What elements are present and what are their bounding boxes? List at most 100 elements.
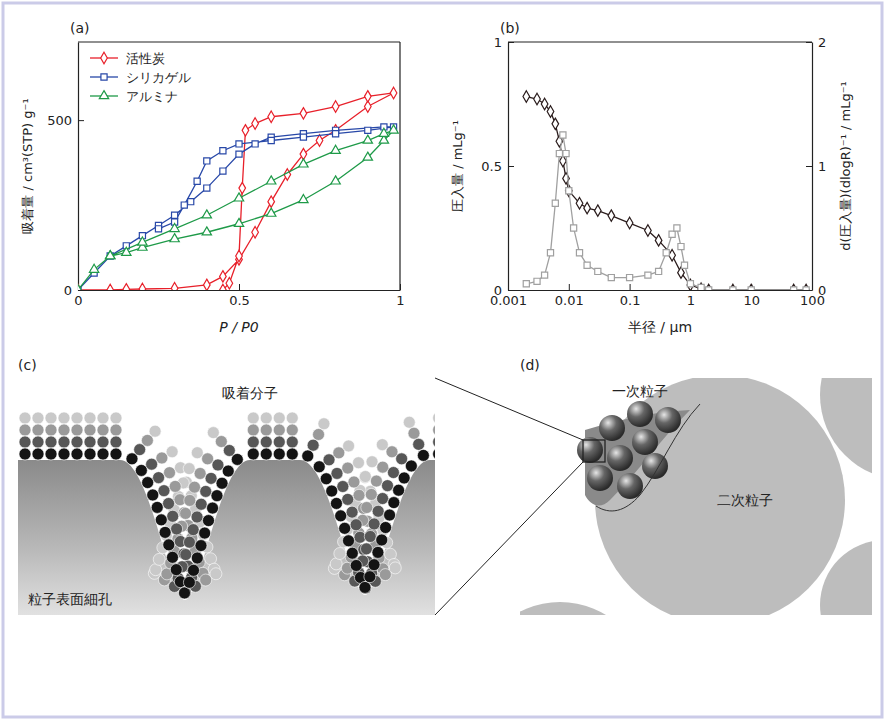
tick: 10 — [743, 284, 760, 308]
adsorbed-molecule — [71, 412, 83, 424]
adsorbed-molecule — [126, 453, 138, 465]
adsorbed-molecule — [195, 540, 207, 552]
adsorbed-molecule — [183, 463, 195, 475]
diagram-d-body — [520, 378, 872, 615]
adsorbed-molecule — [163, 539, 175, 551]
data-point — [706, 287, 712, 290]
adsorbed-molecule — [179, 587, 191, 599]
particle-boundary — [596, 404, 700, 511]
tick: 500 — [47, 113, 84, 128]
annotation: 吸着分子 — [222, 385, 278, 401]
chart-panel: 00.510500活性炭シリカゲルアルミナ(a)P / P0吸着量 / cm³(… — [20, 20, 405, 335]
data-point — [267, 176, 276, 184]
adsorbed-molecule — [377, 493, 389, 505]
axis: 00.51 — [74, 284, 404, 308]
data-point — [748, 284, 755, 290]
adsorbed-molecule — [372, 505, 384, 517]
adsorbed-molecule — [388, 497, 400, 509]
data-point — [547, 250, 553, 256]
adsorbed-molecule — [84, 436, 96, 448]
data-point — [608, 275, 614, 281]
adsorbed-molecule — [348, 476, 360, 488]
tick-mark — [806, 166, 812, 167]
tick: 0.5 — [481, 159, 514, 174]
data-point — [363, 135, 372, 143]
data-point — [106, 251, 115, 259]
data-point — [203, 279, 210, 290]
adsorbed-molecule — [286, 424, 298, 436]
adsorbed-molecule — [84, 448, 96, 460]
axis-line — [812, 43, 813, 291]
particle-substrate — [18, 460, 435, 615]
tick-label: 1 — [687, 293, 695, 308]
data-point — [563, 151, 569, 157]
adsorbed-molecule — [365, 488, 377, 500]
diagram-c: (c)吸着分子粒子表面細孔 — [6, 357, 445, 620]
adsorbed-molecule — [188, 564, 200, 576]
adsorbed-molecule — [200, 485, 212, 497]
data-point — [803, 287, 809, 290]
data-point — [608, 210, 615, 221]
y-axis-title: 圧入量 / mLg⁻¹ — [450, 120, 465, 212]
adsorbed-molecule — [45, 412, 57, 424]
data-point — [138, 237, 147, 245]
adsorbed-molecule — [32, 412, 44, 424]
adsorbed-molecule — [247, 448, 259, 460]
tick-label: 0.5 — [481, 159, 502, 174]
secondary-particle — [595, 378, 845, 615]
adsorbed-molecule — [413, 438, 425, 450]
adsorbed-molecule — [307, 439, 319, 451]
adsorbed-molecule — [273, 448, 285, 460]
adsorbed-molecule — [189, 481, 201, 493]
adsorbed-molecule — [97, 436, 109, 448]
adsorbed-molecule — [286, 436, 298, 448]
adsorbed-molecule — [403, 416, 415, 428]
figure-border — [3, 3, 882, 717]
data-point — [669, 231, 675, 237]
data-point — [122, 247, 131, 255]
data-point — [300, 134, 306, 140]
adsorbed-molecule — [352, 457, 364, 469]
adsorbed-molecule — [45, 448, 57, 460]
adsorbed-molecule — [195, 498, 207, 510]
adsorbed-molecule — [273, 436, 285, 448]
data-point — [78, 285, 83, 290]
tick: 1 — [806, 159, 826, 174]
adsorbed-molecule — [147, 489, 159, 501]
tick: 0.1 — [620, 284, 641, 308]
data-point — [268, 111, 275, 122]
adsorbed-molecule — [194, 467, 206, 479]
adsorbed-molecule — [183, 576, 195, 588]
data-point — [332, 101, 339, 112]
data-point — [188, 199, 194, 205]
adsorbed-molecule — [313, 461, 325, 473]
adsorbed-molecule — [155, 514, 167, 526]
tick: 0.5 — [229, 284, 250, 308]
data-point — [674, 225, 680, 231]
adsorbed-molecule — [200, 574, 212, 586]
data-point — [89, 264, 98, 272]
adsorbed-molecule — [247, 436, 259, 448]
data-point — [220, 284, 227, 290]
adsorbed-molecule — [32, 448, 44, 460]
adsorbed-molecule — [342, 462, 354, 474]
data-point — [645, 272, 651, 278]
series-line — [78, 127, 394, 290]
adsorbed-molecule — [260, 448, 272, 460]
adsorbed-molecule — [361, 502, 373, 514]
adsorbed-molecule — [45, 436, 57, 448]
adsorbed-molecule — [335, 510, 347, 522]
adsorbed-molecule — [187, 524, 199, 536]
plot-area — [523, 91, 809, 290]
adsorbed-molecule — [71, 448, 83, 460]
tick-mark — [630, 284, 631, 290]
tick-mark — [239, 284, 240, 290]
data-point — [655, 235, 662, 246]
y-axis-title: 吸着量 / cm³(STP) g⁻¹ — [20, 98, 35, 233]
data-point — [236, 250, 243, 261]
adsorbed-molecule — [337, 481, 349, 493]
axis: 0.0010.010.1110100 — [490, 284, 825, 308]
tick-mark — [806, 290, 812, 291]
tick-label: 1 — [818, 159, 826, 174]
adsorbed-molecule — [359, 581, 371, 593]
